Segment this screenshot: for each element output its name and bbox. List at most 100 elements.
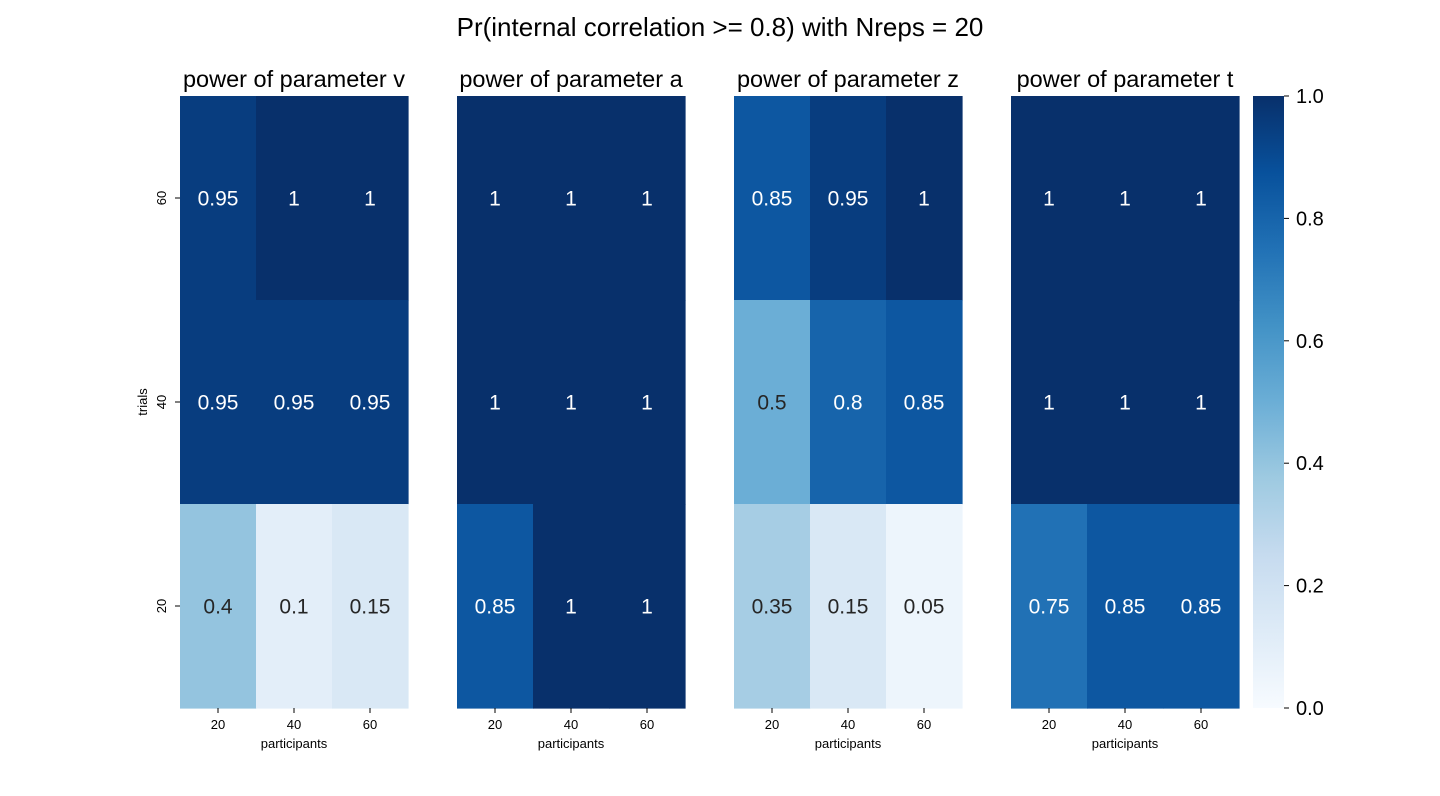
colorbar-tick-label: 0.2 [1296, 576, 1324, 598]
cell-value-label: 1 [1043, 392, 1055, 415]
heatmap-panel: 0.95 1 1 0.95 0.95 0.95 0.4 0.1 0.15 power of par… [135, 66, 409, 751]
x-tick-label: 60 [640, 717, 654, 732]
cell-value-label: 0.85 [475, 596, 516, 619]
cell-value-label: 1 [641, 188, 653, 211]
cell-value-label: 1 [489, 392, 501, 415]
figure-suptitle: Pr(internal correlation >= 0.8) with Nre… [457, 12, 984, 42]
colorbar-tick-label: 0.8 [1296, 208, 1324, 230]
cell-value-label: 1 [1195, 392, 1207, 415]
cell-value-label: 0.85 [1181, 596, 1222, 619]
colorbar: 0.0 0.2 0.4 0.6 0.8 1.0 [1253, 86, 1324, 720]
cell-value-label: 0.15 [350, 596, 391, 619]
heatmap-cell [734, 300, 811, 505]
heatmap-cell [180, 504, 257, 709]
cell-value-label: 0.95 [198, 188, 239, 211]
heatmap-cell [533, 300, 610, 505]
heatmap-cell [256, 504, 333, 709]
cell-value-label: 1 [364, 188, 376, 211]
cell-value-label: 0.75 [1029, 596, 1070, 619]
heatmap-cell [457, 300, 534, 505]
heatmap-cell [886, 300, 963, 505]
y-tick-label: 40 [154, 395, 169, 409]
heatmap-cell [180, 96, 257, 301]
colorbar-tick-label: 1.0 [1296, 86, 1324, 108]
panel-title: power of parameter v [183, 66, 405, 92]
cell-value-label: 0.95 [274, 392, 315, 415]
heatmap-cell [810, 300, 887, 505]
heatmap-panel: 1 1 1 1 1 1 0.75 0.85 0.85 power of parameter t 20… [1011, 66, 1240, 751]
x-tick-label: 20 [1042, 717, 1056, 732]
cell-value-label: 1 [565, 392, 577, 415]
heatmap-cell [886, 504, 963, 709]
colorbar-tick-label: 0.0 [1296, 698, 1324, 720]
cell-value-label: 0.95 [350, 392, 391, 415]
cell-value-label: 0.5 [757, 392, 786, 415]
y-tick-label: 20 [154, 599, 169, 613]
colorbar-tick-label: 0.6 [1296, 331, 1324, 353]
heatmap-cell [609, 504, 686, 709]
cell-value-label: 1 [565, 188, 577, 211]
heatmap-panel: 0.85 0.95 1 0.5 0.8 0.85 0.35 0.15 0.05 power of … [734, 66, 963, 751]
cell-value-label: 1 [1043, 188, 1055, 211]
heatmap-cell [1163, 300, 1240, 505]
x-tick-label: 40 [841, 717, 855, 732]
heatmap-cell [457, 96, 534, 301]
heatmap-cell [1011, 300, 1088, 505]
cell-value-label: 1 [565, 596, 577, 619]
x-tick-label: 20 [765, 717, 779, 732]
heatmap-cell [609, 96, 686, 301]
x-tick-label: 20 [488, 717, 502, 732]
cell-value-label: 0.85 [904, 392, 945, 415]
heatmap-cell [533, 504, 610, 709]
cell-value-label: 0.85 [1105, 596, 1146, 619]
x-tick-label: 60 [917, 717, 931, 732]
heatmap-cell [533, 96, 610, 301]
cell-value-label: 0.35 [752, 596, 793, 619]
y-axis-label: trials [135, 388, 150, 416]
cell-value-label: 0.95 [828, 188, 869, 211]
heatmap-cell [1087, 300, 1164, 505]
panel-title: power of parameter a [459, 66, 683, 92]
heatmap-cell [256, 300, 333, 505]
cell-value-label: 0.95 [198, 392, 239, 415]
heatmap-cell [1163, 96, 1240, 301]
x-tick-label: 40 [564, 717, 578, 732]
x-tick-label: 40 [287, 717, 301, 732]
heatmap-cell [810, 504, 887, 709]
heatmap-cell [1087, 504, 1164, 709]
panel-title: power of parameter t [1017, 66, 1234, 92]
x-tick-label: 60 [1194, 717, 1208, 732]
heatmap-panel: 1 1 1 1 1 1 0.85 1 1 power of parameter a 20 40 60 pa… [457, 66, 686, 751]
x-tick-label: 40 [1118, 717, 1132, 732]
heatmap-panels: 0.95 1 1 0.95 0.95 0.95 0.4 0.1 0.15 power of par… [135, 66, 1240, 751]
cell-value-label: 1 [1119, 188, 1131, 211]
panel-title: power of parameter z [737, 66, 959, 92]
heatmap-cell [1087, 96, 1164, 301]
heatmap-cell [332, 504, 409, 709]
colorbar-gradient [1253, 96, 1284, 708]
heatmap-cell [180, 300, 257, 505]
y-tick-label: 60 [154, 191, 169, 205]
x-tick-label: 60 [363, 717, 377, 732]
heatmap-cell [886, 96, 963, 301]
cell-value-label: 0.4 [203, 596, 233, 619]
x-axis-label: participants [261, 736, 328, 751]
cell-value-label: 1 [1195, 188, 1207, 211]
cell-value-label: 0.05 [904, 596, 945, 619]
cell-value-label: 1 [288, 188, 300, 211]
cell-value-label: 1 [1119, 392, 1131, 415]
heatmap-cell [457, 504, 534, 709]
heatmap-cell [810, 96, 887, 301]
cell-value-label: 0.8 [833, 392, 862, 415]
heatmap-cell [1011, 96, 1088, 301]
colorbar-tick-label: 0.4 [1296, 453, 1324, 475]
cell-value-label: 1 [641, 596, 653, 619]
cell-value-label: 1 [641, 392, 653, 415]
x-axis-label: participants [815, 736, 882, 751]
heatmap-cell [734, 96, 811, 301]
cell-value-label: 0.15 [828, 596, 869, 619]
x-axis-label: participants [538, 736, 605, 751]
cell-value-label: 1 [918, 188, 930, 211]
heatmap-cell [256, 96, 333, 301]
